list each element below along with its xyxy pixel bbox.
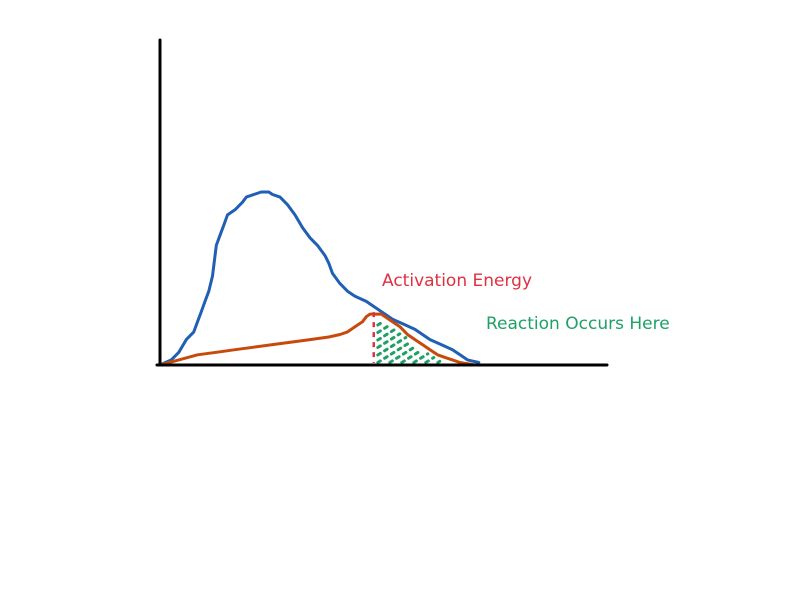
reaction-region xyxy=(376,319,442,364)
reaction-hatch-line xyxy=(376,319,386,327)
high-temperature-curve xyxy=(158,312,477,367)
low-temperature-curve xyxy=(158,190,481,367)
reaction-hatch-line xyxy=(376,327,398,342)
reaction-hatch-line xyxy=(400,348,424,364)
reaction-hatch-line xyxy=(436,359,442,364)
reaction-hatch-line xyxy=(388,344,418,364)
reaction-hatch-line xyxy=(376,341,412,364)
activation-energy-label: Activation Energy xyxy=(382,271,532,291)
reaction-hatch-line xyxy=(376,336,408,357)
reaction-hatch-line xyxy=(412,352,430,364)
reaction-occurs-label: Reaction Occurs Here xyxy=(486,314,670,334)
reaction-hatch-line xyxy=(424,356,436,364)
reaction-hatch-line xyxy=(376,332,402,349)
reaction-hatch-line xyxy=(376,323,392,334)
series-group xyxy=(158,190,481,367)
